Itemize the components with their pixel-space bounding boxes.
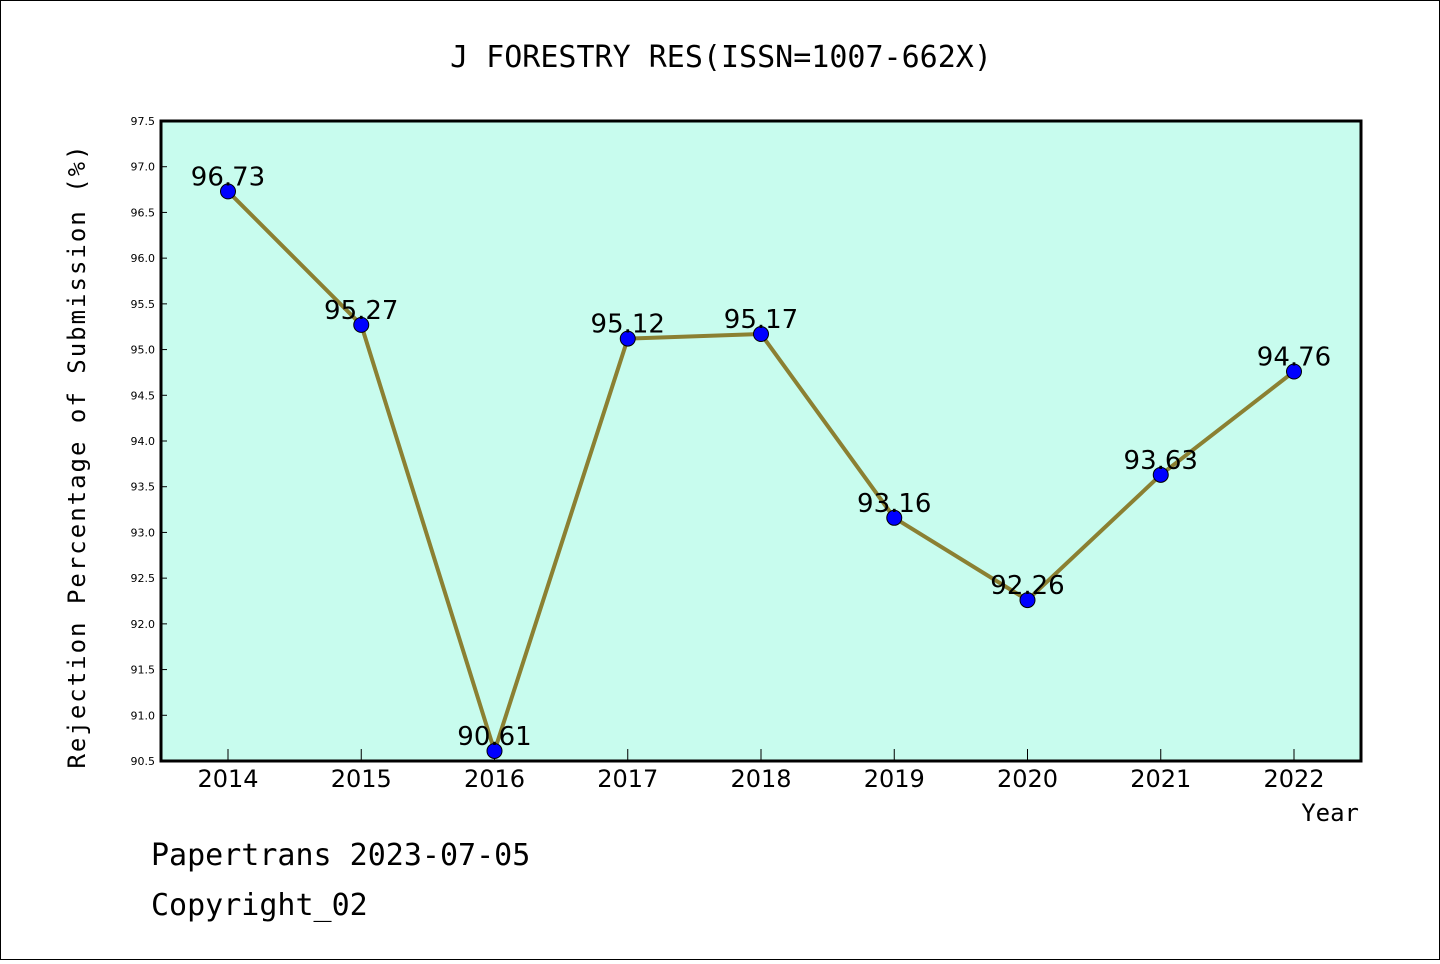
y-tick-label: 92.0 (131, 618, 156, 631)
y-tick-label: 96.0 (131, 252, 156, 265)
y-tick-label: 91.0 (131, 709, 156, 722)
data-point (753, 326, 769, 343)
y-tick-label: 91.5 (131, 664, 156, 677)
x-tick-label: 2018 (730, 765, 791, 793)
data-label: 95.17 (724, 305, 798, 335)
footer-line-2: Copyright_02 (151, 888, 368, 923)
x-tick-label: 2022 (1263, 765, 1324, 793)
y-tick-label: 96.5 (131, 206, 156, 219)
y-tick-label: 94.0 (131, 435, 156, 448)
data-label: 96.73 (191, 162, 265, 192)
data-label: 93.63 (1124, 446, 1198, 476)
x-axis-label: Year (1301, 799, 1359, 827)
data-label: 93.16 (857, 489, 931, 519)
y-tick-label: 97.0 (131, 161, 156, 174)
data-label: 95.12 (591, 310, 665, 340)
x-tick-label: 2016 (464, 765, 525, 793)
y-tick-label: 94.5 (131, 389, 156, 402)
data-point (220, 183, 236, 200)
data-point (1019, 592, 1036, 609)
x-tick-label: 2021 (1130, 765, 1191, 793)
x-tick-label: 2014 (197, 765, 258, 793)
y-tick-label: 92.5 (131, 572, 156, 585)
x-axis: 2014 2015 2016 2017 2018 2019 2020 2021 2022 (197, 749, 1325, 793)
y-tick-label: 95.5 (131, 298, 156, 311)
data-point (486, 742, 503, 759)
series-layer: 96.73 95.27 90.61 95.12 95.17 93.16 92.26 93.63… (191, 162, 1331, 759)
x-tick-label: 2017 (597, 765, 658, 793)
chart-title: J FORESTRY RES(ISSN=1007-662X) (450, 40, 992, 75)
data-point (886, 509, 903, 526)
data-label: 92.26 (990, 571, 1064, 601)
y-tick-label: 95.0 (131, 344, 156, 357)
y-tick-label: 90.5 (131, 755, 156, 768)
data-label: 95.27 (324, 296, 398, 326)
data-label: 90.61 (457, 722, 531, 752)
plot-area (159, 119, 1363, 763)
y-tick-label: 93.5 (131, 481, 156, 494)
y-tick-label: 97.5 (131, 115, 156, 128)
x-tick-label: 2020 (997, 765, 1058, 793)
data-point (353, 316, 370, 333)
data-point (619, 330, 636, 347)
y-tick-label: 93.0 (131, 526, 156, 539)
y-axis-label: Rejection Percentage of Submission (%) (63, 143, 91, 768)
data-point (1286, 363, 1302, 380)
x-tick-label: 2019 (864, 765, 925, 793)
data-point (1152, 466, 1169, 483)
x-tick-label: 2015 (331, 765, 392, 793)
data-label: 94.76 (1257, 343, 1331, 373)
y-axis: 90.5 91.0 91.5 92.0 92.5 93.0 93.5 94.0 94.5 95.0… (131, 115, 167, 768)
footer-line-1: Papertrans 2023-07-05 (151, 838, 530, 873)
